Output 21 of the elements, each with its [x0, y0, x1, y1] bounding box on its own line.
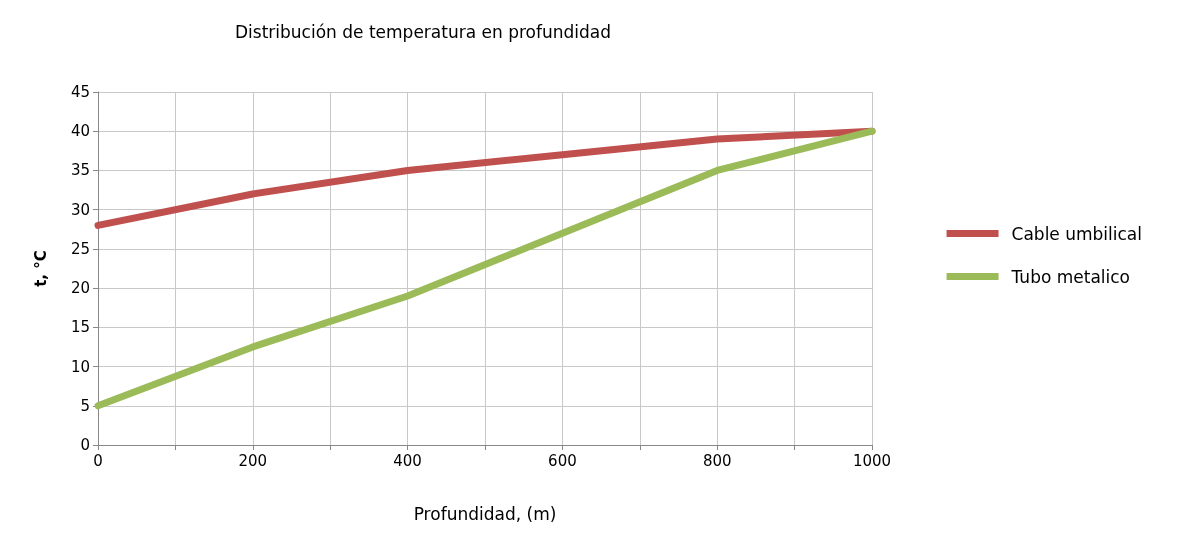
- y-tick-label: 5: [80, 396, 90, 415]
- y-axis-title: t, °C: [31, 250, 50, 287]
- x-axis-title: Profundidad, (m): [413, 503, 557, 524]
- y-tick-label: 35: [70, 161, 90, 180]
- x-tick-label: 400: [393, 451, 422, 470]
- x-tick-label: 1000: [852, 451, 892, 470]
- y-tick-label: 10: [70, 357, 90, 376]
- legend-label: Tubo metalico: [1010, 266, 1131, 287]
- x-tick-label: 800: [702, 451, 732, 470]
- legend-label: Cable umbilical: [1011, 223, 1143, 244]
- y-tick-label: 25: [70, 239, 90, 258]
- y-tick-label: 0: [80, 436, 90, 454]
- y-tick-label: 45: [70, 83, 90, 101]
- y-tick-label: 20: [70, 279, 90, 298]
- x-tick-label: 200: [238, 451, 268, 470]
- x-tick-label: 0: [93, 451, 103, 470]
- chart-title: Distribución de temperatura en profundidad: [235, 21, 612, 42]
- y-tick-label: 30: [70, 200, 90, 219]
- y-tick-label: 40: [70, 122, 90, 141]
- x-tick-label: 600: [548, 451, 577, 470]
- y-tick-label: 15: [70, 318, 90, 337]
